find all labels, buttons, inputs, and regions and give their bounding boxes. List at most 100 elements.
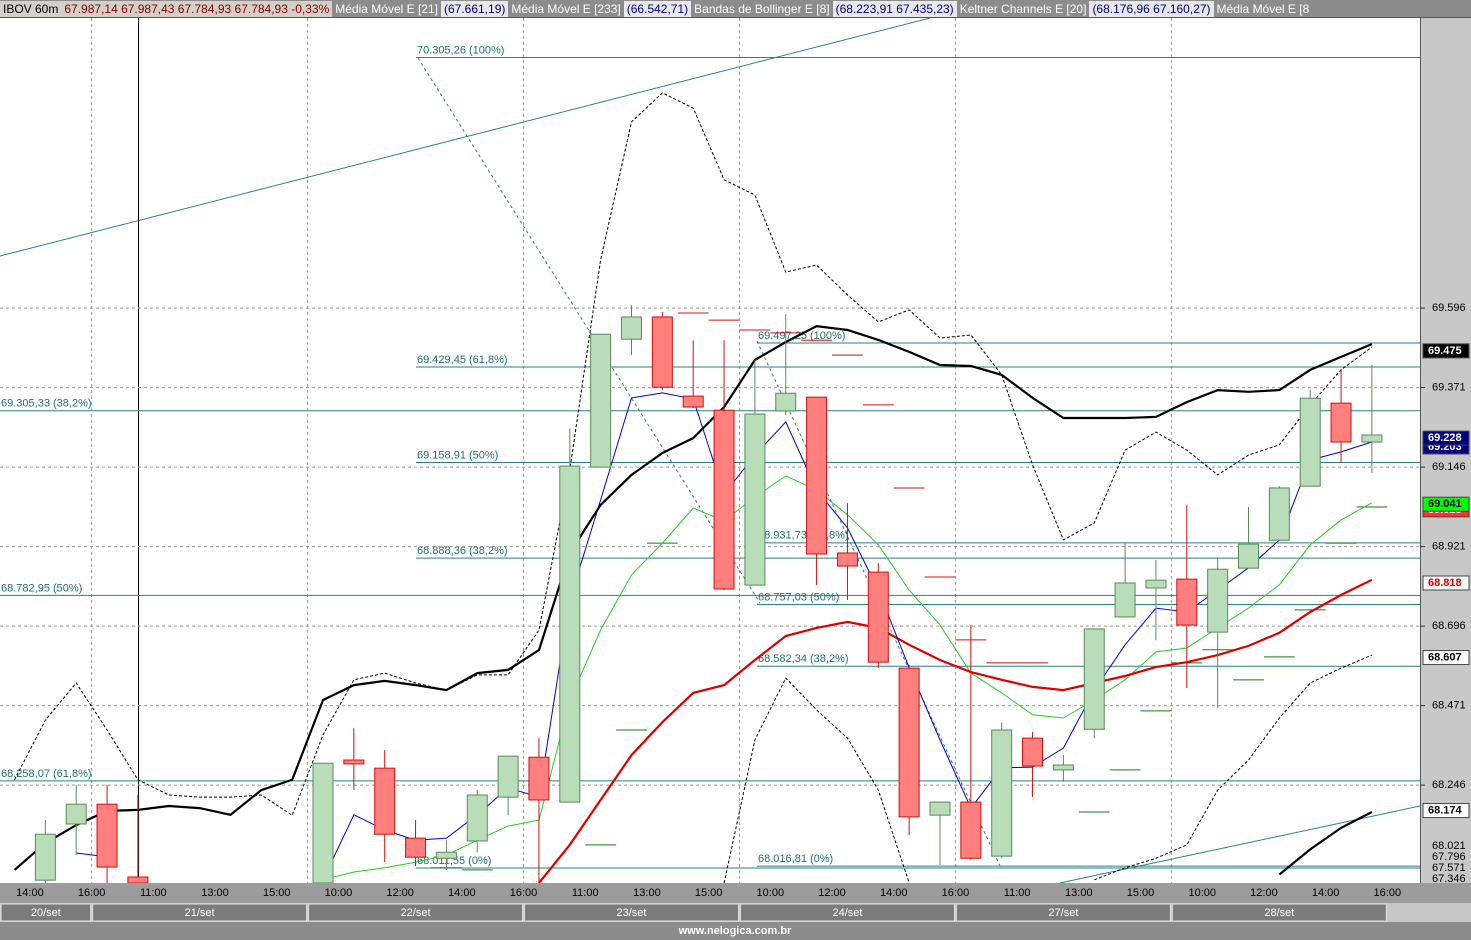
time-axis-background [0, 883, 1471, 903]
candle-body [405, 837, 427, 858]
candle-body [435, 851, 457, 859]
candle-body [34, 833, 56, 881]
header-item: (67.661,19) [440, 0, 509, 17]
candle-body [1083, 628, 1105, 730]
candle-body [1114, 582, 1136, 618]
fib-label: 68.888,36 (38,2%) [417, 545, 508, 557]
y-tick-label: 67.571 [1432, 862, 1466, 874]
price-tag-label: 69.228 [1428, 432, 1462, 444]
y-tick-label: 68.246 [1432, 779, 1466, 791]
fib-label: 69.158,91 (50%) [417, 449, 498, 461]
candle-body [343, 759, 365, 765]
fib-label: 68.757,03 (50%) [758, 591, 839, 603]
y-tick-label: 67.796 [1432, 851, 1466, 863]
time-label: 15:00 [695, 887, 723, 899]
price-tag-label: 69.041 [1428, 498, 1462, 510]
date-label: 24/set [832, 907, 862, 919]
time-label: 10:00 [757, 887, 785, 899]
footer-background [0, 922, 1471, 940]
date-label: 23/set [617, 907, 647, 919]
date-cell [308, 903, 524, 922]
date-label: 27/set [1048, 907, 1078, 919]
candle-body [806, 396, 828, 555]
header-item: Bandas de Bollinger E [8] [691, 0, 833, 17]
time-label: 16:00 [1374, 887, 1402, 899]
date-label: 20/set [31, 907, 61, 919]
candle-body [867, 571, 889, 663]
price-tag-label: 68.818 [1428, 577, 1462, 589]
candle-body [1052, 764, 1074, 771]
candle-body [713, 409, 735, 590]
y-tick-label: 68.021 [1432, 840, 1466, 852]
time-label: 10:00 [325, 887, 353, 899]
header-item: Média Móvel E [233] [508, 0, 624, 17]
header-item: IBOV 60m [0, 0, 62, 17]
fib-label: 69.305,33 (38,2%) [1, 398, 92, 410]
candle-body [1361, 434, 1383, 443]
date-label: 22/set [401, 907, 431, 919]
time-label: 14:00 [448, 887, 476, 899]
y-tick-label: 69.596 [1432, 302, 1466, 314]
date-cell [92, 903, 308, 922]
indicator-line [13, 324, 1373, 871]
time-label: 16:00 [942, 887, 970, 899]
y-tick-label: 69.371 [1432, 382, 1466, 394]
date-cell [955, 903, 1171, 922]
candle-body [96, 803, 118, 868]
candle-body [497, 755, 519, 798]
plot-area: 69.305,33 (38,2%) 68.782,95 (50%) 68.258,0… [0, 18, 1420, 883]
candle-body [1207, 568, 1229, 633]
fib-label: 68.016,81 (0%) [758, 853, 833, 865]
date-cell [739, 903, 955, 922]
candle-body [466, 794, 488, 842]
time-label: 12:00 [386, 887, 414, 899]
date-label: 21/set [185, 907, 215, 919]
date-cell [1171, 903, 1387, 922]
candle-body [1238, 543, 1259, 569]
time-label: 15:00 [263, 887, 291, 899]
time-label: 16:00 [78, 887, 106, 899]
header-item: Keltner Channels E [20] [956, 0, 1090, 17]
price-tag [1422, 496, 1470, 512]
time-label: 16:00 [510, 887, 538, 899]
candle-body [312, 762, 334, 883]
price-tag [1422, 803, 1470, 819]
date-cell [524, 903, 739, 922]
candle-body [559, 465, 581, 803]
price-tag-label: 68.174 [1428, 804, 1463, 816]
candle-body [127, 876, 149, 883]
candle-body [898, 667, 920, 818]
time-label: 11:00 [572, 887, 599, 899]
price-tag [1422, 650, 1470, 666]
time-label: 12:00 [1250, 887, 1278, 899]
candle-body [590, 333, 612, 468]
footer-url: www.nelogica.com.br [678, 925, 792, 937]
candle-body [621, 316, 642, 340]
time-label: 14:00 [16, 887, 44, 899]
candle-body [374, 767, 396, 835]
time-label: 13:00 [633, 887, 661, 899]
fib-label: 68.931,73 (61,8%) [758, 530, 849, 542]
candle-body [991, 729, 1013, 857]
header-item: 67.987,14 67.987,43 67.784,93 67.784,93 … [61, 0, 333, 17]
header-item: (66.542,71) [623, 0, 692, 17]
candle-body [682, 395, 704, 408]
candle-body [1022, 737, 1044, 767]
time-label: 12:00 [818, 887, 846, 899]
fib-label: 68.258,07 (61,8%) [1, 768, 92, 780]
price-tag-label: 69.475 [1428, 345, 1462, 357]
date-label: 28/set [1264, 907, 1294, 919]
y-tick-label: 68.471 [1432, 700, 1466, 712]
time-label: 11:00 [1004, 887, 1031, 899]
date-cell [0, 903, 92, 922]
time-label: 13:00 [201, 887, 229, 899]
indicator-line [538, 578, 1373, 883]
y-tick-label: 67.346 [1432, 873, 1466, 885]
time-label: 10:00 [1188, 887, 1216, 899]
header-item: (68.176,96 67.160,27) [1089, 0, 1214, 17]
price-tag [1422, 430, 1470, 446]
indicator-line [723, 654, 1373, 883]
price-tag-label: 68.607 [1428, 651, 1462, 663]
